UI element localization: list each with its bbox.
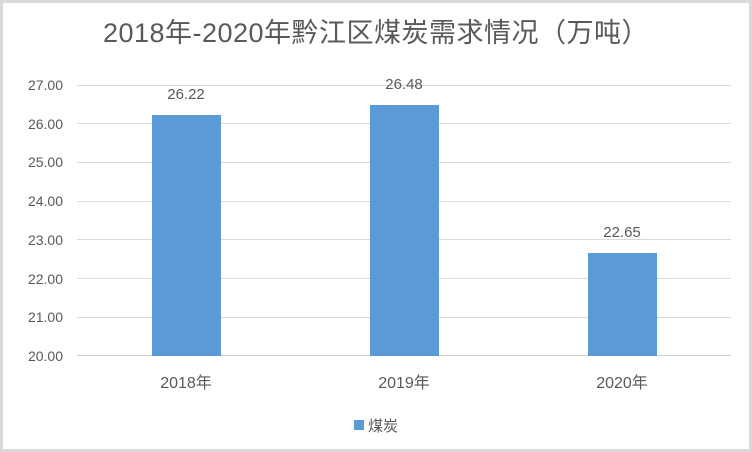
y-axis-tick-label: 23.00	[27, 231, 63, 248]
gridline	[77, 84, 731, 86]
y-axis-tick-label: 21.00	[27, 309, 63, 326]
x-axis-tick-label: 2018年	[160, 375, 212, 392]
x-axis-tick-label: 2020年	[596, 375, 648, 392]
bar	[369, 105, 439, 356]
y-axis-tick-label: 25.00	[27, 154, 63, 171]
y-axis-tick-label: 22.00	[27, 270, 63, 287]
y-axis-tick-label: 27.00	[27, 77, 63, 93]
bar	[151, 115, 221, 356]
bar-data-label: 26.22	[167, 86, 205, 103]
y-axis-tick-label: 26.00	[27, 115, 63, 132]
chart-title: 2018年-2020年黔江区煤炭需求情况（万吨）	[102, 18, 650, 48]
y-axis-tick-label: 24.00	[27, 193, 63, 210]
x-axis-tick-label: 2019年	[378, 375, 430, 392]
bar-data-label: 26.48	[385, 76, 423, 93]
legend-swatch-icon	[353, 420, 364, 430]
plot-area: 26.22 26.48 22.65	[77, 77, 731, 356]
legend-label: 煤炭	[367, 417, 398, 435]
legend: 煤炭	[3, 414, 749, 436]
y-axis-tick-label: 20.00	[27, 348, 63, 364]
bar-data-label: 22.65	[603, 224, 641, 241]
bar	[587, 253, 657, 356]
